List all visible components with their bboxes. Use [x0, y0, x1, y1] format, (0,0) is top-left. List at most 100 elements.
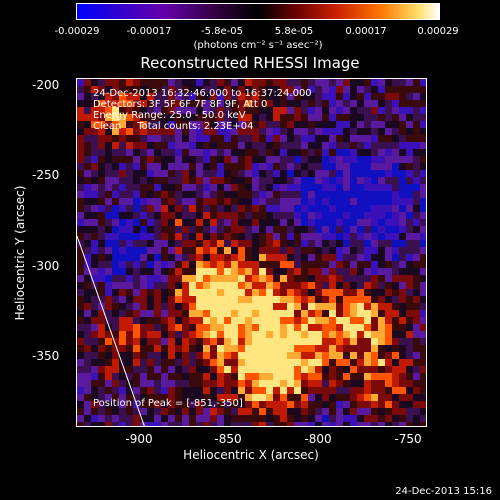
heatmap-cell [308, 338, 315, 345]
heatmap-cell [287, 380, 294, 387]
heatmap-cell [91, 128, 98, 135]
heatmap-cell [182, 373, 189, 380]
heatmap-cell [378, 387, 385, 394]
heatmap-cell [420, 303, 426, 310]
heatmap-cell [147, 338, 154, 345]
heatmap-cell [119, 422, 126, 426]
heatmap-cell [406, 289, 413, 296]
heatmap-cell [238, 275, 245, 282]
heatmap-cell [203, 366, 210, 373]
heatmap-cell [196, 191, 203, 198]
heatmap-cell [322, 310, 329, 317]
heatmap-cell [182, 366, 189, 373]
heatmap-cell [154, 121, 161, 128]
heatmap-cell [154, 191, 161, 198]
heatmap-cell [175, 79, 182, 86]
heatmap-cell [84, 135, 91, 142]
heatmap-cell [371, 128, 378, 135]
heatmap-cell [350, 247, 357, 254]
heatmap-cell [224, 268, 231, 275]
heatmap-cell [406, 387, 413, 394]
heatmap-cell [266, 415, 273, 422]
heatmap-cell [259, 107, 266, 114]
heatmap-cell [182, 100, 189, 107]
heatmap-cell [406, 198, 413, 205]
heatmap-cell [91, 380, 98, 387]
heatmap-cell [133, 296, 140, 303]
heatmap-cell [126, 324, 133, 331]
heatmap-cell [301, 345, 308, 352]
heatmap-cell [336, 156, 343, 163]
heatmap-cell [147, 240, 154, 247]
color-bar [76, 3, 440, 20]
heatmap-cell [126, 212, 133, 219]
heatmap-cell [105, 310, 112, 317]
heatmap-cell [371, 331, 378, 338]
heatmap-cell [231, 289, 238, 296]
heatmap-cell [231, 394, 238, 401]
heatmap-cell [378, 394, 385, 401]
heatmap-cell [371, 79, 378, 86]
heatmap-cell [175, 212, 182, 219]
heatmap-cell [126, 170, 133, 177]
heatmap-cell [140, 198, 147, 205]
heatmap-cell [98, 198, 105, 205]
heatmap-cell [147, 121, 154, 128]
heatmap-cell [168, 121, 175, 128]
heatmap-cell [196, 212, 203, 219]
heatmap-cell [392, 345, 399, 352]
heatmap-cell [98, 359, 105, 366]
heatmap-cell [231, 296, 238, 303]
heatmap-cell [280, 359, 287, 366]
heatmap-cell [413, 359, 420, 366]
heatmap-cell [175, 415, 182, 422]
heatmap-cell [133, 128, 140, 135]
heatmap-cell [336, 359, 343, 366]
heatmap-cell [175, 254, 182, 261]
heatmap-cell [217, 324, 224, 331]
heatmap-cell [168, 163, 175, 170]
heatmap-cell [140, 387, 147, 394]
heatmap-cell [210, 401, 217, 408]
heatmap-cell [126, 128, 133, 135]
heatmap-cell [91, 79, 98, 86]
heatmap-cell [161, 366, 168, 373]
heatmap-cell [336, 121, 343, 128]
heatmap-cell [336, 317, 343, 324]
heatmap-cell [245, 233, 252, 240]
footer-timestamp: 24-Dec-2013 15:16 [395, 486, 492, 497]
heatmap-cell [350, 191, 357, 198]
heatmap-cell [385, 247, 392, 254]
heatmap-cell [343, 170, 350, 177]
heatmap-cell [350, 233, 357, 240]
heatmap-cell [84, 156, 91, 163]
heatmap-cell [252, 149, 259, 156]
heatmap-cell [315, 142, 322, 149]
heatmap-cell [238, 93, 245, 100]
heatmap-cell [154, 219, 161, 226]
heatmap-cell [371, 142, 378, 149]
heatmap-cell [182, 324, 189, 331]
heatmap-cell [364, 79, 371, 86]
heatmap-cell [231, 345, 238, 352]
heatmap-cell [91, 247, 98, 254]
colorbar-tick: -0.00029 [54, 26, 100, 37]
heatmap-cell [224, 282, 231, 289]
heatmap-cell [371, 107, 378, 114]
heatmap-cell [140, 149, 147, 156]
heatmap-cell [301, 275, 308, 282]
heatmap-cell [126, 359, 133, 366]
heatmap-cell [350, 275, 357, 282]
heatmap-cell [322, 380, 329, 387]
heatmap-cell [140, 93, 147, 100]
heatmap-cell [343, 422, 350, 426]
heatmap-cell [392, 254, 399, 261]
heatmap-cell [189, 373, 196, 380]
heatmap-cell [315, 121, 322, 128]
heatmap-cell [413, 191, 420, 198]
heatmap-cell [238, 128, 245, 135]
heatmap-cell [203, 205, 210, 212]
heatmap-cell [287, 282, 294, 289]
heatmap-cell [301, 359, 308, 366]
heatmap-cell [357, 254, 364, 261]
